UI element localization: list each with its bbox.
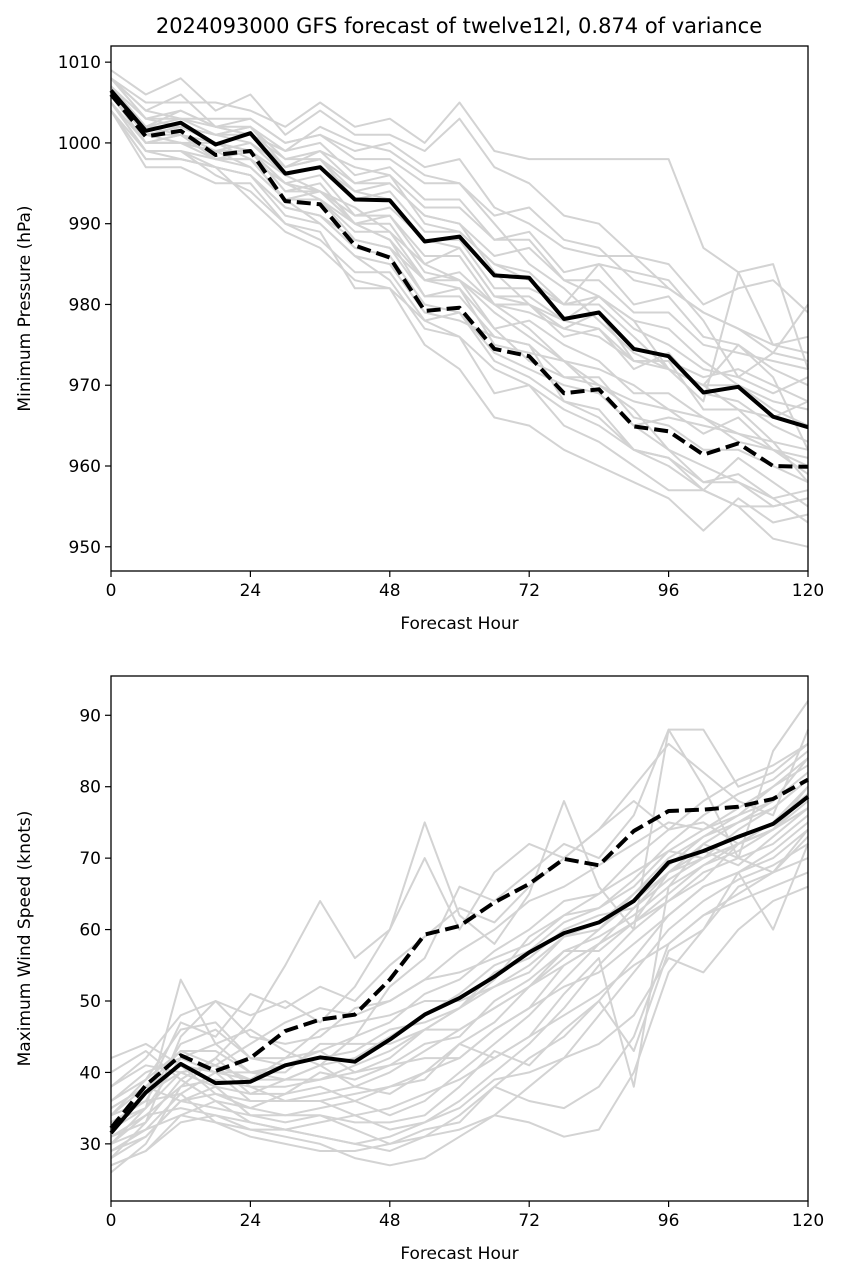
wind-ensemble-member-2	[110, 729, 809, 1159]
wind-y-tick-label: 80	[79, 778, 101, 798]
pressure-ensemble-member-13	[110, 85, 809, 500]
wind-dashed-line	[109, 777, 809, 1130]
wind-ensemble-member-7	[110, 778, 809, 1095]
wind-x-axis-label: Forecast Hour	[400, 1244, 518, 1264]
pressure-solid-line	[109, 89, 809, 430]
wind-y-tick-label: 40	[79, 1063, 101, 1083]
pressure-y-tick-label: 950	[69, 538, 101, 558]
wind-ensemble-lines	[110, 700, 809, 1174]
pressure-x-tick-label: 48	[379, 581, 401, 601]
wind-ensemble-member-10	[110, 828, 809, 1145]
wind-y-tick-label: 30	[79, 1135, 101, 1155]
pressure-ensemble-member-24	[110, 101, 809, 475]
pressure-main-lines	[109, 89, 809, 469]
wind-ensemble-member-18	[110, 793, 809, 1117]
pressure-y-tick-label: 960	[69, 457, 101, 477]
pressure-ensemble-member-11	[110, 110, 809, 532]
pressure-x-tick-label: 120	[792, 581, 824, 601]
pressure-ensemble-member-28	[110, 93, 809, 403]
wind-panel: 0 24 48 72 96 120 30 40 50 60 70 80 90 Forecast Hour…	[15, 675, 824, 1264]
pressure-ensemble-member-1	[110, 69, 809, 314]
pressure-axes-frame	[110, 45, 809, 572]
wind-ensemble-member-26	[110, 836, 809, 1167]
wind-y-tick-label: 60	[79, 921, 101, 941]
pressure-x-tick-label: 72	[518, 581, 540, 601]
pressure-ensemble-member-12	[110, 93, 809, 459]
pressure-x-tick-label: 0	[106, 581, 117, 601]
wind-ensemble-member-6	[110, 786, 809, 1102]
wind-ensemble-member-20	[110, 750, 809, 1088]
pressure-y-axis-label: Minimum Pressure (hPa)	[15, 205, 35, 411]
pressure-ticks: 0 24 48 72 96 120 950 960 970 980 990 1000 1010	[58, 53, 824, 601]
wind-ensemble-member-19	[110, 764, 809, 1102]
pressure-x-tick-label: 96	[658, 581, 680, 601]
wind-x-tick-label: 24	[240, 1211, 262, 1231]
pressure-y-tick-label: 1010	[58, 53, 101, 73]
pressure-y-tick-label: 980	[69, 295, 101, 315]
pressure-ensemble-member-26	[110, 101, 809, 508]
pressure-ensemble-member-2	[110, 77, 809, 370]
figure-title: 2024093000 GFS forecast of twelve12l, 0.…	[156, 14, 762, 38]
pressure-ensemble-member-17	[110, 85, 809, 411]
wind-ensemble-member-5	[110, 757, 809, 1116]
wind-ensemble-member-16	[110, 828, 809, 1145]
wind-ensemble-member-22	[110, 757, 809, 1124]
wind-ensemble-member-27	[110, 807, 809, 1131]
wind-ensemble-member-11	[110, 843, 809, 1152]
wind-y-tick-label: 90	[79, 706, 101, 726]
wind-ensemble-member-15	[110, 843, 809, 1159]
pressure-panel: 0 24 48 72 96 120 950 960 970 980 990 1000 1010 Fore…	[15, 45, 824, 634]
wind-x-tick-label: 48	[379, 1211, 401, 1231]
wind-ensemble-member-28	[110, 778, 809, 1109]
pressure-y-tick-label: 990	[69, 215, 101, 235]
wind-x-tick-label: 72	[518, 1211, 540, 1231]
pressure-ensemble-member-27	[110, 77, 809, 371]
pressure-ensemble-member-25	[110, 110, 809, 524]
wind-x-tick-label: 0	[106, 1211, 117, 1231]
wind-ensemble-member-24	[110, 793, 809, 1145]
wind-y-tick-label: 50	[79, 992, 101, 1012]
pressure-dashed-line	[109, 93, 809, 469]
wind-ensemble-member-12	[110, 857, 809, 1167]
pressure-y-tick-label: 970	[69, 376, 101, 396]
pressure-ensemble-member-16	[110, 77, 809, 387]
wind-x-tick-label: 96	[658, 1211, 680, 1231]
wind-ensemble-member-4	[110, 786, 809, 1131]
wind-ensemble-member-1	[110, 700, 809, 1174]
pressure-y-tick-label: 1000	[58, 134, 101, 154]
wind-axes-frame	[110, 675, 809, 1202]
wind-ensemble-member-14	[110, 885, 809, 1167]
wind-y-tick-label: 70	[79, 849, 101, 869]
wind-y-axis-label: Maximum Wind Speed (knots)	[15, 811, 35, 1067]
wind-ensemble-member-25	[110, 821, 809, 1152]
pressure-x-axis-label: Forecast Hour	[400, 614, 518, 634]
pressure-x-tick-label: 24	[240, 581, 262, 601]
wind-x-tick-label: 120	[792, 1211, 824, 1231]
wind-solid-line	[109, 795, 810, 1135]
wind-ticks: 0 24 48 72 96 120 30 40 50 60 70 80 90	[79, 706, 824, 1231]
pressure-ensemble-member-21	[110, 77, 809, 354]
wind-main-lines	[109, 777, 810, 1135]
wind-ensemble-member-8	[110, 800, 809, 1117]
